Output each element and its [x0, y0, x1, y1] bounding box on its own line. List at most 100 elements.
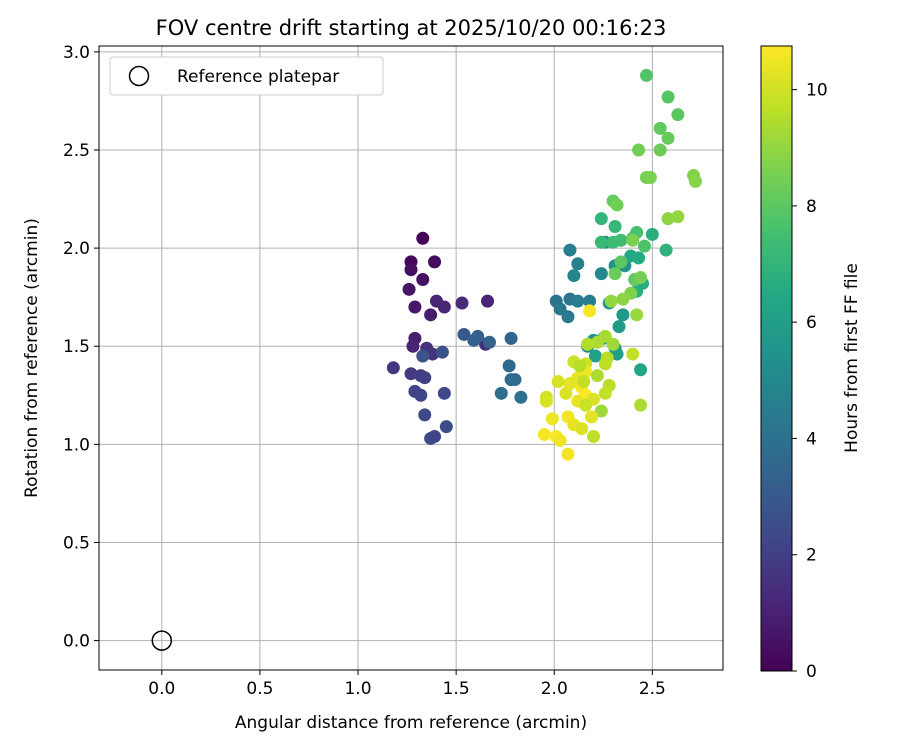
y-tick-label: 1.0 — [63, 435, 90, 455]
data-point — [467, 333, 481, 347]
data-point — [594, 212, 608, 226]
data-point — [634, 363, 648, 377]
x-tick-label: 1.0 — [344, 679, 371, 699]
data-point — [494, 386, 508, 400]
x-tick-label: 2.5 — [639, 679, 666, 699]
data-point — [559, 386, 573, 400]
y-tick-label: 3.0 — [63, 43, 90, 63]
data-point — [404, 263, 418, 277]
data-point — [553, 433, 567, 447]
data-point — [588, 349, 602, 363]
data-point — [428, 429, 442, 443]
data-point — [634, 398, 648, 412]
data-point — [594, 267, 608, 281]
data-point — [482, 335, 496, 349]
data-point — [428, 255, 442, 269]
data-point — [616, 292, 630, 306]
data-point — [416, 273, 430, 287]
legend: Reference platepar — [109, 56, 384, 96]
data-point — [653, 143, 667, 157]
colorbar-tick-label: 0 — [806, 662, 817, 682]
y-tick-label: 0.5 — [63, 533, 90, 553]
data-point — [579, 398, 593, 412]
colorbar-ticks: 0 2 4 6 8 10 — [792, 81, 828, 682]
data-point — [424, 308, 438, 322]
legend-label: Reference platepar — [177, 67, 339, 87]
data-point — [571, 257, 585, 271]
data-point — [455, 296, 469, 310]
data-point — [610, 347, 624, 361]
y-tick-label: 2.5 — [63, 141, 90, 161]
data-point — [414, 388, 428, 402]
data-point — [638, 239, 652, 253]
data-point — [643, 170, 657, 184]
data-point — [598, 386, 612, 400]
data-point — [614, 255, 628, 269]
data-point — [606, 337, 620, 351]
data-point — [539, 394, 553, 408]
data-point — [659, 243, 673, 257]
data-point — [402, 282, 416, 296]
data-point — [614, 233, 628, 247]
y-tick-label: 1.5 — [63, 337, 90, 357]
legend-marker-icon — [128, 65, 150, 87]
colorbar-tick-label: 6 — [806, 313, 817, 333]
colorbar-tick-label: 8 — [806, 197, 817, 217]
data-point — [630, 308, 644, 322]
data-point — [581, 337, 595, 351]
data-point — [604, 294, 618, 308]
y-axis-label: Rotation from reference (arcmin) — [22, 218, 42, 498]
data-point — [437, 386, 451, 400]
plot-frame — [98, 45, 724, 671]
data-point — [416, 349, 430, 363]
chart-title: FOV centre drift starting at 2025/10/20 … — [156, 16, 667, 40]
data-point — [594, 404, 608, 418]
data-point — [590, 335, 604, 349]
data-point — [502, 359, 516, 373]
data-point — [481, 294, 495, 308]
data-point — [573, 359, 587, 373]
data-point — [612, 320, 626, 334]
data-point — [626, 347, 640, 361]
data-point — [645, 227, 659, 241]
data-point — [567, 269, 581, 283]
data-point — [616, 308, 630, 322]
colorbar — [761, 46, 792, 671]
data-point — [553, 302, 567, 316]
x-tick-label: 2.0 — [541, 679, 568, 699]
data-point — [514, 390, 528, 404]
reference-marker-layer — [151, 630, 173, 651]
data-point — [632, 143, 646, 157]
data-point — [404, 367, 418, 381]
data-point — [586, 429, 600, 443]
data-point — [416, 231, 430, 245]
x-tick-label: 0.5 — [246, 679, 273, 699]
data-point — [561, 310, 575, 324]
data-point — [418, 408, 432, 422]
data-point — [537, 428, 551, 442]
data-point — [598, 357, 612, 371]
reference-point-marker — [151, 630, 173, 651]
data-point — [608, 267, 622, 281]
data-point — [418, 371, 432, 385]
data-point — [439, 420, 453, 434]
data-point — [671, 108, 685, 122]
axis-ticks: 0.0 0.5 1.0 1.5 2.0 2.5 0.0 0.5 1.0 1.5 2.0 2.5 3.0 — [63, 43, 666, 699]
data-point — [671, 210, 685, 224]
colorbar-tick-label: 10 — [806, 81, 828, 101]
y-tick-label: 2.0 — [63, 239, 90, 259]
colorbar-tick-label: 2 — [806, 546, 817, 566]
data-point — [661, 131, 675, 145]
data-point — [689, 174, 703, 188]
data-point — [575, 422, 589, 436]
data-point — [632, 251, 646, 265]
data-point — [661, 90, 675, 104]
data-point — [571, 294, 585, 308]
data-point — [551, 375, 565, 389]
data-point — [590, 369, 604, 383]
data-point — [508, 373, 522, 387]
data-point — [577, 375, 591, 389]
data-point — [563, 243, 577, 257]
data-point — [583, 304, 597, 318]
